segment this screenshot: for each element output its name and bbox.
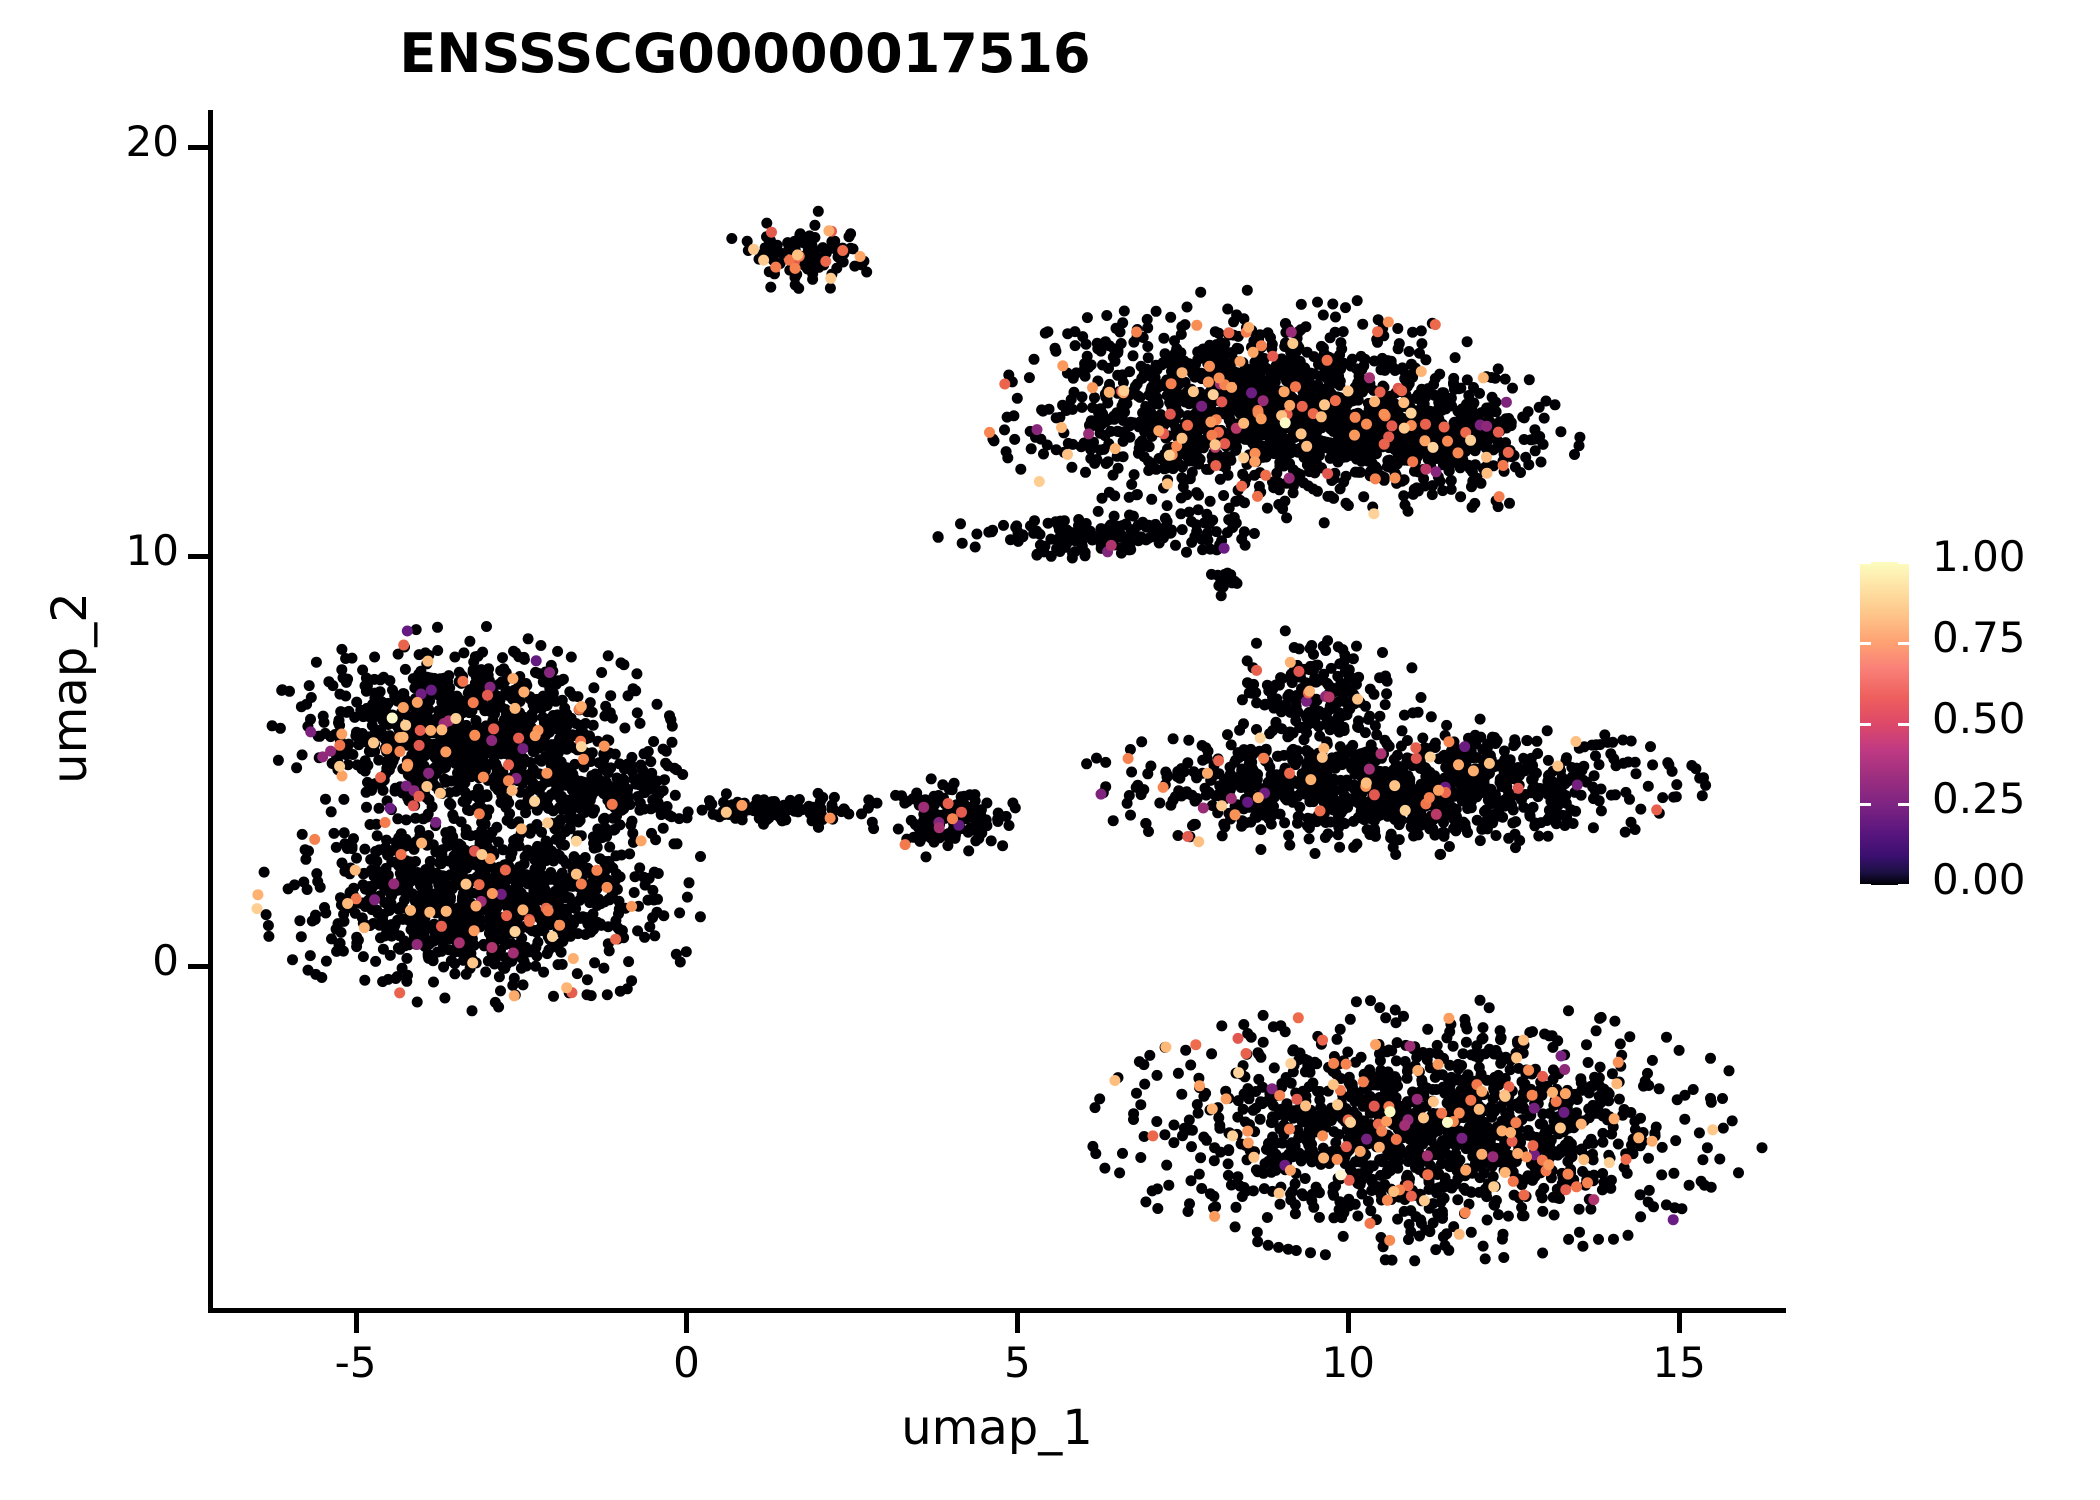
x-tick-mark [1677,1311,1683,1333]
colorbar: 1.00 0.75 0.50 0.25 0.00 [1860,536,2090,901]
colorbar-tick-label: 0.50 [1932,693,2026,743]
x-tick-label: 0 [673,1338,700,1387]
x-axis-spine [208,1308,1786,1313]
colorbar-tick [1860,884,1871,887]
colorbar-tick [1860,803,1871,807]
x-tick-mark [353,1311,359,1333]
scatter-points-layer [251,205,1768,1267]
y-tick-mark [188,963,210,969]
colorbar-tick [1898,803,1909,807]
colorbar-tick [1898,722,1909,726]
colorbar-tick-label: 0.00 [1932,855,2026,904]
colorbar-tick [1860,641,1871,645]
scatter-plot-area [210,110,1785,1310]
y-tick-mark [188,144,210,150]
y-axis-spine [208,110,213,1313]
colorbar-tick [1898,884,1909,887]
page-title: ENSSSCG00000017516 [399,22,1091,85]
y-tick-label: 10 [125,526,179,576]
colorbar-tick-label: 1.00 [1932,532,2026,581]
x-tick-mark [684,1311,690,1333]
y-axis-title: umap_2 [42,592,98,784]
colorbar-tick [1898,641,1909,645]
colorbar-tick [1860,722,1871,726]
x-axis-title: umap_1 [901,1400,1093,1456]
x-tick-label: -5 [334,1338,377,1387]
x-tick-label: 5 [1003,1338,1031,1387]
colorbar-tick [1860,561,1871,564]
colorbar-tick-label: 0.75 [1932,612,2026,662]
colorbar-tick [1898,561,1909,564]
x-tick-label: 15 [1652,1338,1706,1387]
y-tick-label: 20 [125,116,179,166]
x-tick-mark [1015,1311,1021,1333]
y-tick-mark [188,554,210,560]
x-tick-mark [1346,1311,1352,1333]
y-tick-label: 0 [152,935,179,985]
x-tick-label: 10 [1321,1338,1375,1387]
colorbar-tick-label: 0.25 [1932,774,2026,824]
